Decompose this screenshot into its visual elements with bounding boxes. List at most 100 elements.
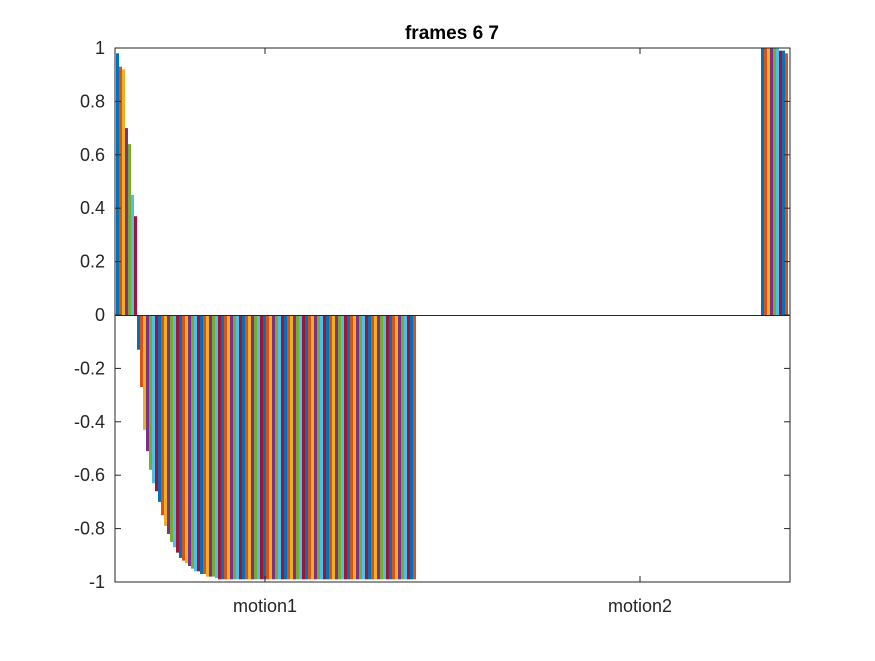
bar-motion1-93 [392, 315, 395, 580]
bar-motion1-73 [332, 315, 335, 580]
bar-motion1-31 [206, 315, 209, 577]
bar-motion1-16 [161, 315, 164, 516]
bar-motion1-53 [272, 315, 275, 580]
y-tick-label: 0 [95, 305, 105, 325]
bar-motion1-36 [221, 315, 224, 580]
bar-motion1-45 [248, 315, 251, 580]
bar-motion1-33 [212, 315, 215, 577]
bar-motion1-99 [410, 315, 413, 580]
bar-motion1-21 [176, 315, 179, 553]
bar-motion2-1 [761, 48, 764, 315]
bar-motion1-27 [194, 315, 197, 572]
bar-motion1-6 [131, 194, 134, 315]
bar-motion2-6 [776, 48, 779, 315]
bar-motion1-15 [158, 315, 161, 502]
bar-motion1-63 [302, 315, 305, 580]
bar-motion1-32 [209, 315, 212, 577]
bar-motion1-95 [398, 315, 401, 580]
bar-motion1-12 [149, 315, 152, 470]
bar-motion1-82 [359, 315, 362, 580]
bar-motion1-55 [278, 315, 281, 580]
bar-motion1-51 [266, 315, 269, 580]
bar-motion1-7 [134, 216, 137, 315]
bar-motion1-35 [218, 315, 221, 580]
bar-motion1-83 [362, 315, 365, 580]
y-tick-label: -1 [89, 572, 105, 592]
bar-motion1-24 [185, 315, 188, 564]
bar-motion1-80 [353, 315, 356, 580]
bar-motion1-57 [284, 315, 287, 580]
bar-motion1-8 [137, 315, 140, 350]
y-tick-label: 0.8 [80, 91, 105, 111]
bar-motion1-86 [371, 315, 374, 580]
y-tick-label: 0.4 [80, 198, 105, 218]
bar-motion1-44 [245, 315, 248, 580]
bar-motion1-28 [197, 315, 200, 572]
bar-motion1-59 [290, 315, 293, 580]
y-tick-label: -0.2 [74, 358, 105, 378]
bar-motion1-87 [374, 315, 377, 580]
bar-motion1-62 [299, 315, 302, 580]
bar-motion1-43 [242, 315, 245, 580]
bar-motion1-22 [179, 315, 182, 558]
bar-motion2-2 [764, 48, 767, 315]
bar-motion1-92 [389, 315, 392, 580]
bar-motion1-96 [401, 315, 404, 580]
bar-motion1-88 [377, 315, 380, 580]
bar-motion1-52 [269, 315, 272, 580]
bar-motion1-64 [305, 315, 308, 580]
bar-motion2-9 [785, 53, 788, 316]
bar-motion1-42 [239, 315, 242, 580]
bar-motion1-46 [251, 315, 254, 580]
bar-motion1-76 [341, 315, 344, 580]
bar-motion1-1 [116, 53, 119, 316]
bar-motion1-89 [380, 315, 383, 580]
bar-motion1-19 [170, 315, 173, 542]
bar-motion1-94 [395, 315, 398, 580]
bars-layer [116, 48, 788, 580]
bar-motion1-66 [311, 315, 314, 580]
bar-motion1-41 [236, 315, 239, 580]
bar-motion1-13 [152, 315, 155, 484]
bar-motion1-85 [368, 315, 371, 580]
bar-motion1-26 [191, 315, 194, 569]
bar-motion1-54 [275, 315, 278, 580]
y-tick-label: -0.6 [74, 465, 105, 485]
y-tick-label: -0.8 [74, 519, 105, 539]
ticks-layer: -1 -0.8 -0.6 -0.4 -0.2 0 0.2 0.4 0.6 0.8 1 motion1 m… [74, 38, 790, 616]
bar-motion1-25 [188, 315, 191, 566]
bar-motion1-65 [308, 315, 311, 580]
bar-motion2-5 [773, 48, 776, 315]
bar-motion1-71 [326, 315, 329, 580]
y-tick-label: 0.6 [80, 145, 105, 165]
chart-title: frames 6 7 [405, 23, 499, 44]
bar-motion1-9 [140, 315, 143, 388]
bar-motion1-50 [263, 315, 266, 580]
x-tick-label-motion2: motion2 [608, 596, 672, 616]
bar-motion1-61 [296, 315, 299, 580]
bar-motion1-49 [260, 315, 263, 580]
y-tick-label: 1 [95, 38, 105, 58]
bar-motion1-79 [350, 315, 353, 580]
bar-motion1-39 [230, 315, 233, 580]
bar-motion1-40 [233, 315, 236, 580]
bar-motion1-91 [386, 315, 389, 580]
bar-motion1-3 [122, 69, 125, 315]
bar-motion1-37 [224, 315, 227, 580]
y-tick-label: -0.4 [74, 412, 105, 432]
bar-motion2-4 [770, 48, 773, 315]
bar-motion1-14 [155, 315, 158, 492]
bar-motion1-98 [407, 315, 410, 580]
bar-motion2-3 [767, 48, 770, 315]
bar-motion1-23 [182, 315, 185, 561]
bar-motion1-30 [203, 315, 206, 574]
bar-motion1-17 [164, 315, 167, 526]
bar-motion2-7 [779, 50, 782, 316]
bar-motion1-38 [227, 315, 230, 580]
y-tick-label: 0.2 [80, 252, 105, 272]
bar-motion1-5 [128, 144, 131, 315]
bar-motion1-67 [314, 315, 317, 580]
bar-motion1-34 [215, 315, 218, 578]
bar-motion1-69 [320, 315, 323, 580]
bar-motion1-100 [413, 315, 416, 580]
